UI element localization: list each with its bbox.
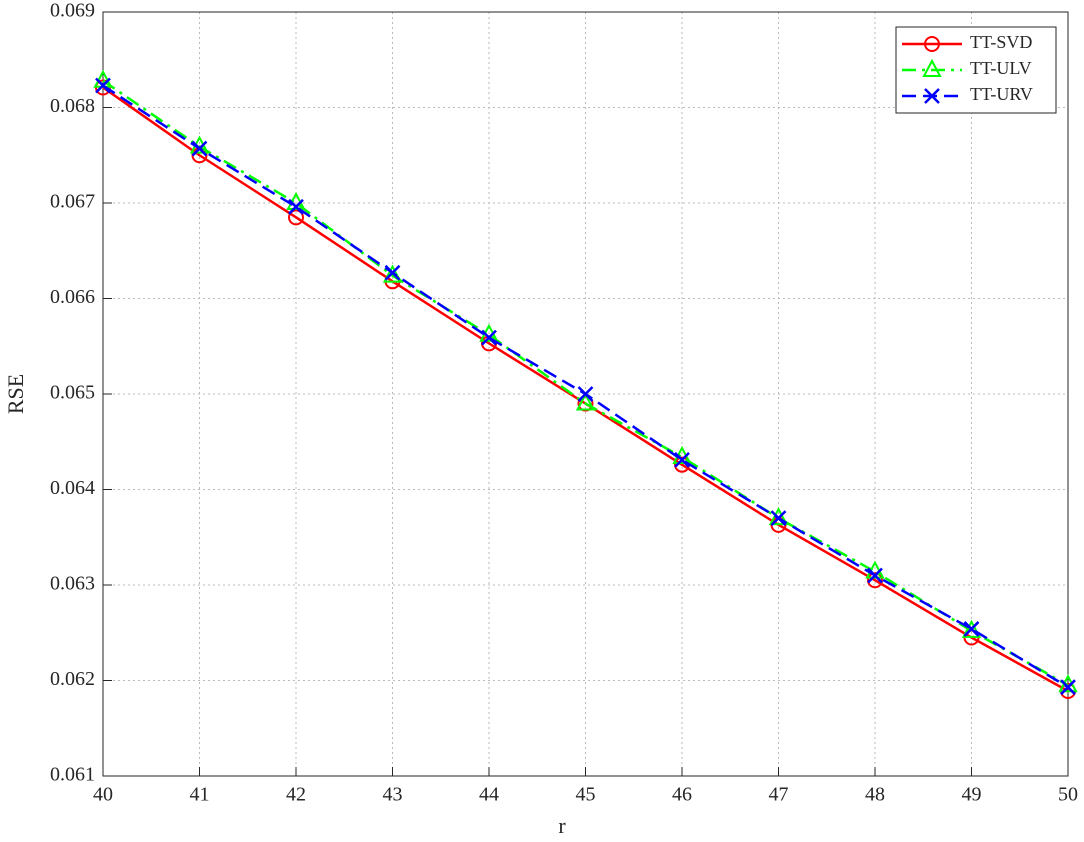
x-tick-label: 41 (190, 784, 210, 806)
marker (867, 572, 883, 589)
marker (867, 567, 883, 584)
x-tick-label: 42 (286, 784, 306, 806)
legend-label: TT-SVD (970, 32, 1032, 52)
legend-marker (922, 58, 942, 77)
y-tick-label: 0.064 (50, 477, 95, 499)
plot-frame (102, 11, 1069, 777)
y-tick-label: 0.066 (50, 286, 95, 308)
x-axis-label: r (558, 813, 566, 838)
marker (674, 452, 690, 468)
marker (191, 140, 208, 157)
x-tick-label: 45 (576, 784, 596, 806)
y-tick-label: 0.065 (50, 382, 95, 404)
x-tick-label: 44 (479, 784, 499, 806)
marker (288, 198, 304, 215)
y-tick-label: 0.069 (50, 0, 95, 22)
y-tick-label: 0.063 (50, 573, 95, 595)
y-tick-label: 0.062 (50, 668, 95, 690)
x-tick-label: 46 (672, 784, 692, 806)
marker (963, 621, 980, 637)
y-tick-label: 0.067 (50, 191, 95, 213)
x-tick-label: 50 (1058, 784, 1078, 806)
marker (577, 386, 594, 402)
y-tick-label: 0.061 (50, 764, 95, 786)
x-tick-label: 49 (962, 784, 982, 806)
marker (384, 264, 401, 281)
marker (288, 209, 304, 226)
series-line (102, 79, 1069, 687)
legend-label: TT-ULV (970, 58, 1032, 78)
marker (770, 510, 787, 527)
marker (481, 329, 497, 346)
marker (961, 619, 982, 638)
marker (575, 392, 596, 411)
y-axis-label: RSE (3, 374, 28, 414)
y-tick-label: 0.068 (50, 95, 95, 117)
marker (95, 77, 111, 94)
x-tick-label: 48 (865, 784, 885, 806)
x-tick-label: 43 (383, 784, 403, 806)
marker (1060, 679, 1076, 696)
legend-marker (924, 36, 940, 52)
legend-marker (924, 88, 940, 104)
legend-label: TT-URV (970, 84, 1033, 104)
x-tick-label: 47 (769, 784, 789, 806)
x-tick-label: 40 (93, 784, 113, 806)
